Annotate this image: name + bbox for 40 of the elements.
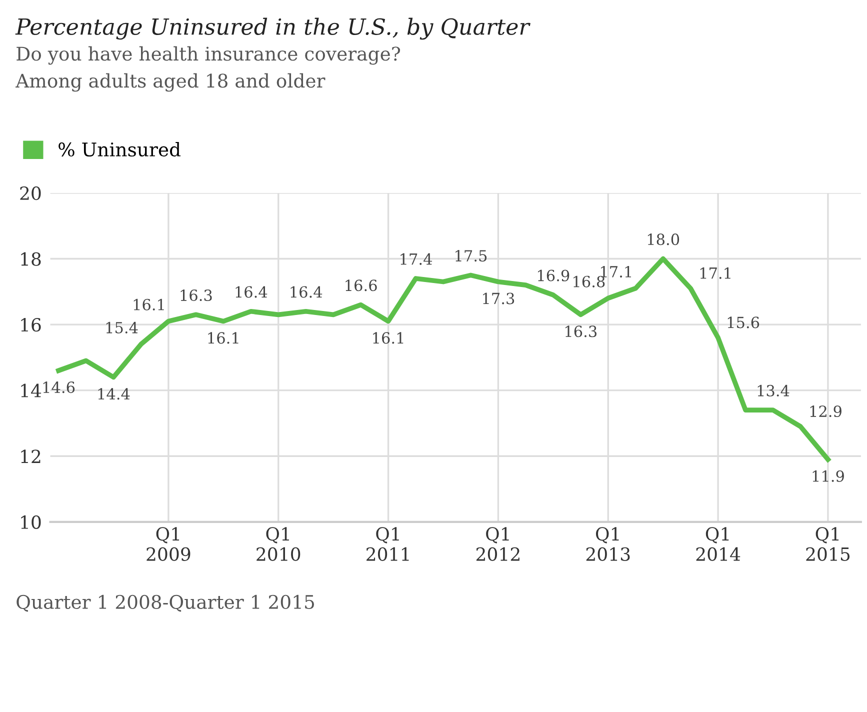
x-tick-label: Q1 2009 (146, 527, 190, 561)
chart-title: Percentage Uninsured in the U.S., by Quarter (15, 18, 530, 40)
data-label: 18.0 (648, 234, 680, 246)
y-tick-label: 16 (21, 318, 41, 332)
data-label: 17.1 (700, 267, 730, 279)
legend-label: % Uninsured (58, 142, 180, 157)
x-tick-label: Q1 2011 (366, 527, 409, 561)
data-label: 17.4 (400, 253, 432, 265)
data-label: 11.9 (812, 470, 844, 482)
data-label: 16.6 (346, 280, 377, 292)
data-label: 16.1 (134, 298, 164, 310)
y-tick-label: 10 (21, 515, 41, 530)
data-label: 14.6 (43, 382, 75, 394)
chart-subtitle: Do you have health insurance coverage? Among adults aged 18 and older (15, 46, 400, 92)
x-tick-label: Q1 2012 (476, 527, 520, 561)
text: Quarter 1 2008-Quarter 1 2015 (16, 594, 314, 612)
data-label: 16.4 (236, 286, 268, 298)
data-label: 16.9 (538, 270, 570, 282)
y-tick-label: 18 (21, 252, 41, 266)
data-label: 17.3 (483, 292, 514, 304)
data-label: 16.1 (373, 332, 404, 344)
data-label: 16.8 (574, 276, 605, 288)
data-label: 16.1 (208, 332, 238, 344)
data-label: 16.3 (180, 289, 212, 302)
data-label: 13.4 (758, 384, 790, 396)
x-tick-label: Q1 2010 (256, 527, 300, 561)
data-label: 17.5 (456, 250, 487, 262)
data-label: 15.4 (106, 322, 138, 334)
data-label: 14.4 (98, 388, 130, 400)
x-tick-label: Q1 2013 (586, 527, 630, 561)
data-label: 12.9 (810, 405, 842, 418)
y-tick-label: 12 (21, 450, 40, 463)
y-tick-label: 20 (20, 186, 41, 200)
x-tick-label: Q1 2015 (806, 527, 850, 561)
data-label: 16.3 (565, 326, 597, 338)
x-tick-label: Q1 2014 (696, 527, 740, 561)
data-label: 15.6 (728, 316, 760, 328)
data-label: 16.4 (290, 286, 322, 298)
data-label: 17.1 (601, 266, 631, 278)
y-tick-label: 14 (21, 384, 42, 398)
